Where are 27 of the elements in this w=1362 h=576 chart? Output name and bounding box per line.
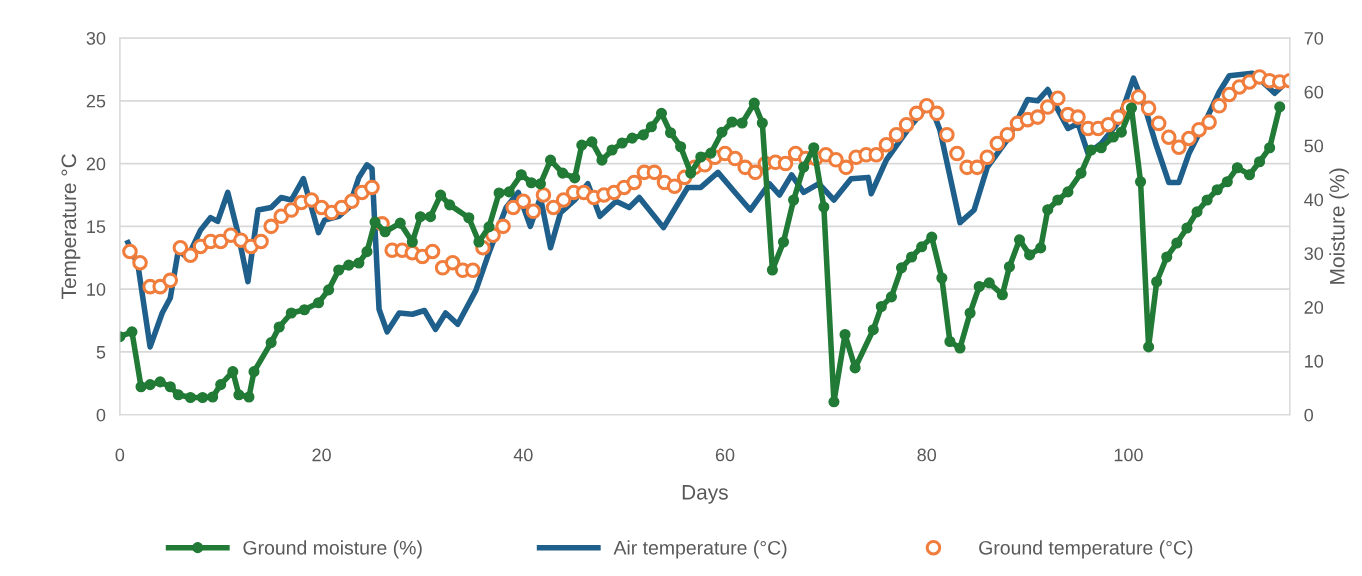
y2-tick-label: 30 [1304,247,1324,260]
y-tick-label: 15 [87,220,106,234]
y-tick-label: 0 [96,408,106,422]
y2-tick-label: 20 [1304,301,1324,314]
x-tick-label: 40 [513,448,533,462]
y-tick-label: 30 [86,31,106,45]
x-axis-title: Days [682,485,728,504]
y2-tick-label: 50 [1304,139,1324,153]
x-tick-label: 0 [115,448,125,462]
y2-tick-label: 70 [1304,31,1324,45]
y2-tick-label: 60 [1304,85,1324,99]
y-tick-label: 5 [96,346,106,359]
y2-axis-title: Moisture (%) [1329,168,1349,284]
y-tick-label: 20 [86,157,106,171]
x-tick-label: 100 [1114,448,1143,462]
y2-tick-label: 10 [1305,354,1324,368]
legend-label: Air temperature (°C) [613,540,787,559]
y-tick-label: 10 [87,283,106,296]
x-tick-label: 80 [917,448,937,462]
y2-tick-label: 40 [1304,193,1324,207]
y-axis-title: Temperature °C [61,154,81,299]
legend-label: Ground temperature (°C) [979,540,1193,559]
x-tick-label: 60 [715,448,735,462]
x-tick-label: 20 [312,448,331,462]
legend-label: Ground moisture (%) [243,540,422,559]
y2-tick-label: 0 [1304,408,1314,422]
y-tick-label: 25 [86,94,106,108]
